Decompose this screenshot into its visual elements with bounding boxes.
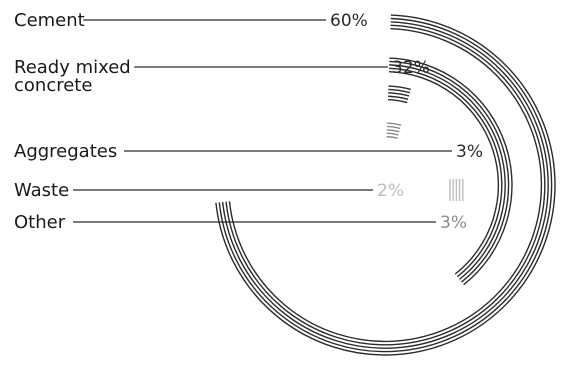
arc-other bbox=[386, 122, 402, 139]
label-aggregates: Aggregates bbox=[14, 141, 117, 162]
arc-waste bbox=[449, 179, 464, 201]
value-label-waste: 2% bbox=[377, 181, 404, 201]
arc-line-ready-mixed-concrete bbox=[388, 70, 500, 275]
value-label-aggregates: 3% bbox=[456, 142, 483, 162]
arc-line-cement bbox=[215, 14, 556, 356]
arc-line-cement bbox=[225, 24, 546, 346]
arc-line-aggregates bbox=[388, 92, 410, 97]
arc-line-other bbox=[386, 132, 399, 136]
arc-line-cement bbox=[228, 28, 543, 343]
arc-aggregates bbox=[387, 85, 411, 104]
arc-ready-mixed-concrete bbox=[388, 57, 513, 286]
arc-line-cement bbox=[218, 17, 553, 353]
label-group: Cement 60% Ready mixed concrete 32% Aggregate… bbox=[14, 10, 483, 233]
label-cement: Cement bbox=[14, 10, 85, 31]
arc-line-other bbox=[386, 135, 398, 139]
arc-cement bbox=[215, 14, 556, 356]
value-label-cement: 60% bbox=[330, 11, 368, 31]
arc-line-aggregates bbox=[387, 98, 408, 104]
value-label-other: 3% bbox=[440, 213, 467, 233]
value-label-ready-mixed-concrete: 32% bbox=[392, 58, 430, 78]
arc-line-ready-mixed-concrete bbox=[389, 64, 506, 280]
arc-line-aggregates bbox=[388, 85, 411, 91]
arc-line-other bbox=[386, 129, 400, 133]
arc-line-ready-mixed-concrete bbox=[389, 60, 510, 283]
arc-line-other bbox=[387, 122, 402, 126]
arc-line-aggregates bbox=[388, 95, 409, 100]
label-waste: Waste bbox=[14, 180, 69, 201]
label-ready-mixed-concrete: Ready mixed concrete bbox=[14, 57, 131, 96]
arc-line-cement bbox=[221, 21, 549, 349]
arc-line-aggregates bbox=[388, 88, 411, 94]
arc-group bbox=[215, 14, 556, 356]
arc-line-ready-mixed-concrete bbox=[389, 57, 513, 286]
arc-line-other bbox=[387, 125, 401, 130]
arc-line-ready-mixed-concrete bbox=[389, 67, 503, 278]
label-other: Other bbox=[14, 212, 66, 233]
